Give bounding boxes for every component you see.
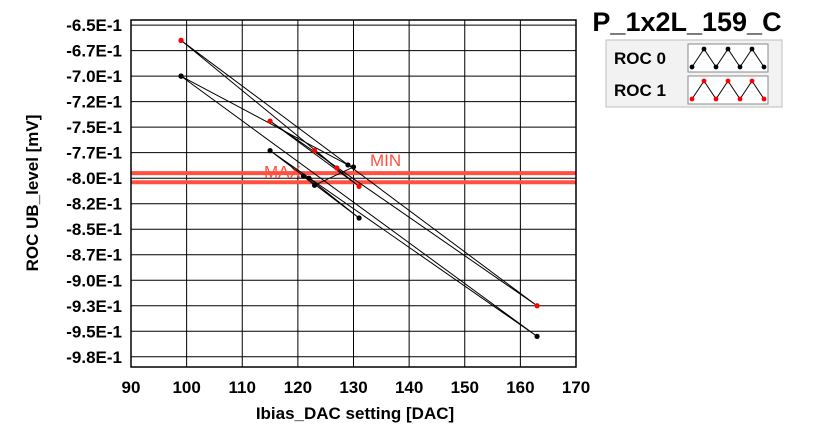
legend: ROC 0 ROC 1	[605, 39, 783, 108]
x-axis-title: Ibias_DAC setting [DAC]	[256, 404, 454, 423]
swatch-marker	[761, 64, 767, 70]
y-tick-label: -8.0E-1	[66, 169, 122, 188]
swatch-marker	[689, 96, 695, 102]
limit-label-min: MIN	[370, 151, 401, 170]
swatch-marker	[737, 64, 743, 70]
data-point	[534, 333, 540, 339]
swatch-marker	[749, 46, 755, 52]
y-tick-label: -7.0E-1	[66, 67, 122, 86]
swatch-marker	[713, 96, 719, 102]
data-point	[311, 182, 318, 188]
series-roc-0	[178, 73, 540, 339]
data-point	[306, 175, 312, 181]
y-tick-label: -7.2E-1	[66, 93, 122, 112]
x-tick-label: 110	[229, 378, 256, 397]
data-point	[356, 215, 362, 221]
y-tick-label: -9.0E-1	[66, 271, 122, 290]
y-tick-label: -6.7E-1	[66, 42, 122, 61]
plot-frame	[130, 19, 577, 368]
data-point	[267, 118, 273, 124]
y-tick-label: -7.5E-1	[66, 118, 122, 137]
swatch-marker	[749, 78, 755, 84]
data-point	[267, 148, 273, 154]
y-axis-title: ROC UB_level [mV]	[23, 115, 42, 272]
swatch-marker	[725, 78, 731, 84]
swatch-marker	[713, 64, 719, 70]
y-tick-label: -9.8E-1	[66, 348, 122, 367]
legend-label-roc1: ROC 1	[614, 81, 666, 100]
swatch-marker	[737, 96, 743, 102]
x-tick-label: 130	[339, 378, 367, 397]
swatch-marker	[761, 96, 767, 102]
y-tick-label: -9.3E-1	[66, 297, 122, 316]
swatch-marker	[701, 78, 707, 84]
legend-label-roc0: ROC 0	[614, 49, 666, 68]
y-tick-label: -7.7E-1	[66, 144, 122, 163]
x-tick-label: 160	[506, 378, 534, 397]
y-tick-labels: -6.5E-1 -6.7E-1 -7.0E-1 -7.2E-1 -7.5E-1 -7.7E…	[66, 16, 122, 367]
series-layer	[178, 37, 540, 339]
limit-label-max: MAX	[264, 162, 301, 181]
data-point	[300, 173, 307, 179]
swatch-marker	[689, 64, 695, 70]
legend-swatch-roc0	[687, 43, 769, 73]
series-line	[180, 75, 538, 337]
y-tick-label: -8.7E-1	[66, 246, 122, 265]
data-point	[178, 37, 184, 44]
x-tick-label: 140	[395, 378, 423, 397]
y-tick-label: -9.5E-1	[66, 322, 122, 341]
data-point	[334, 165, 340, 171]
x-tick-label: 150	[451, 378, 479, 397]
y-tick-label: -8.5E-1	[66, 220, 122, 239]
x-tick-label: 120	[284, 378, 312, 397]
legend-swatch-roc1	[687, 75, 769, 105]
swatch-marker	[701, 46, 707, 52]
data-point	[534, 303, 540, 309]
y-tick-label: -8.2E-1	[66, 195, 122, 214]
swatch-marker	[725, 46, 731, 52]
data-point	[178, 73, 184, 79]
data-point	[311, 148, 318, 154]
x-tick-label: 100	[172, 378, 200, 397]
series-roc-1	[178, 37, 540, 309]
y-tick-label: -6.5E-1	[66, 16, 122, 35]
x-tick-label: 90	[122, 378, 141, 397]
chart-title: P_1x2L_159_C	[592, 7, 781, 37]
x-tick-labels: 90 100 110 120 130 140 150 160 170	[122, 378, 591, 397]
data-point	[356, 183, 362, 189]
x-tick-label: 170	[562, 378, 590, 397]
